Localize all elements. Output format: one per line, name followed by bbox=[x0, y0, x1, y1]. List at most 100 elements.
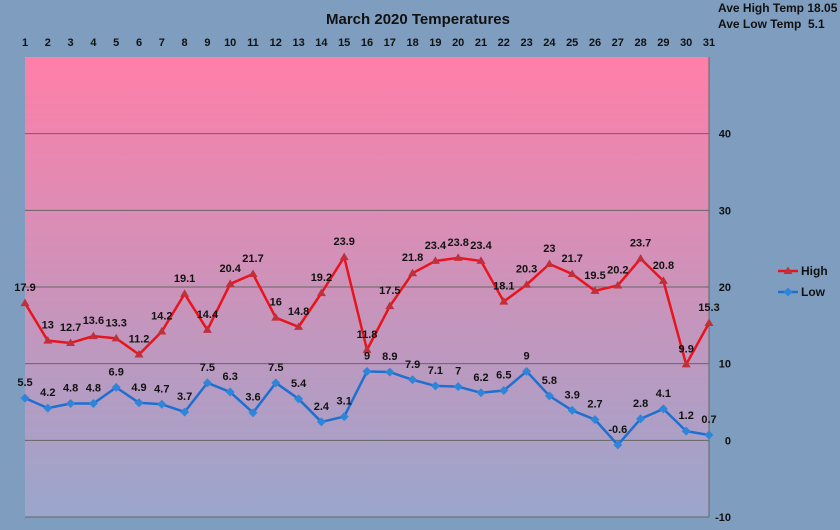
data-label-low: 4.1 bbox=[656, 388, 671, 400]
y-tick-label: 40 bbox=[719, 129, 731, 141]
x-tick-label: 21 bbox=[475, 37, 487, 49]
data-point-low bbox=[180, 407, 190, 417]
data-point-high bbox=[294, 322, 304, 330]
data-point-low bbox=[408, 375, 418, 385]
data-point-low bbox=[613, 440, 623, 450]
data-point-high bbox=[408, 268, 418, 277]
x-tick-label: 19 bbox=[429, 37, 441, 49]
legend-label-low: Low bbox=[801, 285, 826, 299]
data-point-low bbox=[248, 408, 258, 418]
data-point-low bbox=[202, 378, 212, 388]
data-point-high bbox=[522, 280, 532, 288]
data-label-low: 6.5 bbox=[496, 370, 511, 382]
data-point-high bbox=[316, 288, 326, 297]
data-label-low: 9 bbox=[524, 350, 530, 362]
x-tick-label: 11 bbox=[247, 37, 259, 49]
data-point-low bbox=[316, 417, 326, 427]
data-point-high bbox=[704, 318, 714, 327]
data-label-low: 4.2 bbox=[40, 387, 55, 399]
x-tick-label: 10 bbox=[224, 37, 236, 49]
x-tick-label: 18 bbox=[406, 37, 418, 49]
data-label-low: 2.4 bbox=[314, 401, 330, 413]
ave-high-stat: Ave High Temp 18.05 bbox=[718, 1, 838, 15]
data-point-high bbox=[590, 286, 600, 294]
data-point-low bbox=[339, 412, 349, 422]
x-tick-label: 25 bbox=[566, 37, 578, 49]
data-label-low: 7.5 bbox=[268, 362, 283, 374]
legend-item-low: Low bbox=[778, 285, 826, 299]
data-point-low bbox=[499, 386, 509, 395]
data-point-high bbox=[43, 336, 53, 344]
data-point-low bbox=[294, 394, 304, 404]
data-labels: 17.913 12.713.6 13.311.214.219.114.420.421… bbox=[14, 236, 719, 436]
data-point-low bbox=[88, 399, 98, 409]
data-point-high bbox=[636, 254, 646, 262]
data-label-high: 14.2 bbox=[151, 310, 172, 322]
data-label-high: 23.4 bbox=[425, 240, 447, 252]
data-point-low bbox=[544, 391, 554, 401]
data-point-high bbox=[658, 276, 668, 284]
data-label-low: 3.1 bbox=[337, 396, 352, 408]
data-point-low bbox=[522, 366, 532, 376]
gridlines bbox=[25, 57, 710, 518]
data-point-high bbox=[362, 345, 372, 353]
data-point-high bbox=[613, 280, 623, 289]
x-tick-label: 4 bbox=[90, 37, 97, 49]
data-label-low: 4.8 bbox=[86, 383, 101, 395]
data-label-high: 14.4 bbox=[197, 309, 219, 321]
data-point-low bbox=[385, 367, 395, 377]
data-label-low: 9 bbox=[364, 350, 370, 362]
data-label-low: 4.9 bbox=[131, 382, 146, 394]
data-label-high: 11.8 bbox=[357, 329, 378, 341]
data-label-high: 13.3 bbox=[105, 317, 126, 329]
chart-title: March 2020 Temperatures bbox=[326, 11, 510, 28]
x-tick-label: 22 bbox=[498, 37, 510, 49]
data-label-high: 9.9 bbox=[679, 343, 694, 355]
x-tick-label: 3 bbox=[68, 37, 74, 49]
x-tick-label: 16 bbox=[361, 37, 373, 49]
x-tick-label: 31 bbox=[703, 37, 715, 49]
data-label-high: 12.7 bbox=[60, 322, 81, 334]
data-label-high: 15.3 bbox=[698, 302, 719, 314]
x-tick-label: 5 bbox=[113, 37, 119, 49]
data-label-low: 3.7 bbox=[177, 391, 192, 403]
x-tick-label: 12 bbox=[270, 37, 282, 49]
data-point-low bbox=[430, 381, 440, 391]
y-tick-label: 30 bbox=[719, 205, 731, 217]
data-label-high: 19.5 bbox=[584, 270, 605, 282]
data-label-low: 6.3 bbox=[223, 371, 238, 383]
x-tick-label: 14 bbox=[315, 37, 328, 49]
data-point-low bbox=[567, 405, 577, 415]
data-point-high bbox=[681, 359, 691, 368]
data-label-high: 18.1 bbox=[493, 281, 514, 293]
x-tick-label: 28 bbox=[634, 37, 646, 49]
data-label-high: 11.2 bbox=[129, 333, 150, 345]
data-point-low bbox=[453, 382, 463, 392]
data-label-low: 5.4 bbox=[291, 378, 307, 390]
data-point-high bbox=[453, 253, 463, 261]
data-point-high bbox=[180, 289, 190, 297]
data-label-low: 5.5 bbox=[17, 377, 32, 389]
x-tick-label: 20 bbox=[452, 37, 464, 49]
x-tick-label: 23 bbox=[520, 37, 532, 49]
legend: High Low bbox=[778, 264, 828, 299]
data-label-high: 20.4 bbox=[219, 263, 241, 275]
legend-item-high: High bbox=[778, 264, 828, 278]
data-label-low: 4.8 bbox=[63, 383, 78, 395]
data-label-high: 23.9 bbox=[333, 236, 354, 248]
data-label-high: 14.8 bbox=[288, 306, 309, 318]
data-label-high: 21.8 bbox=[402, 252, 423, 264]
data-label-high: 17.9 bbox=[14, 282, 35, 294]
x-tick-label: 27 bbox=[612, 37, 624, 49]
data-label-low: 3.6 bbox=[245, 392, 260, 404]
data-label-high: 13.6 bbox=[83, 315, 104, 327]
data-label-low: 7.1 bbox=[428, 365, 443, 377]
x-tick-label: 6 bbox=[136, 37, 142, 49]
data-label-low: 7.9 bbox=[405, 359, 420, 371]
x-tick-label: 8 bbox=[182, 37, 188, 49]
data-label-low: -0.6 bbox=[608, 424, 627, 436]
x-tick-label: 26 bbox=[589, 37, 601, 49]
data-point-low bbox=[66, 399, 76, 409]
data-label-high: 23.8 bbox=[447, 237, 468, 249]
